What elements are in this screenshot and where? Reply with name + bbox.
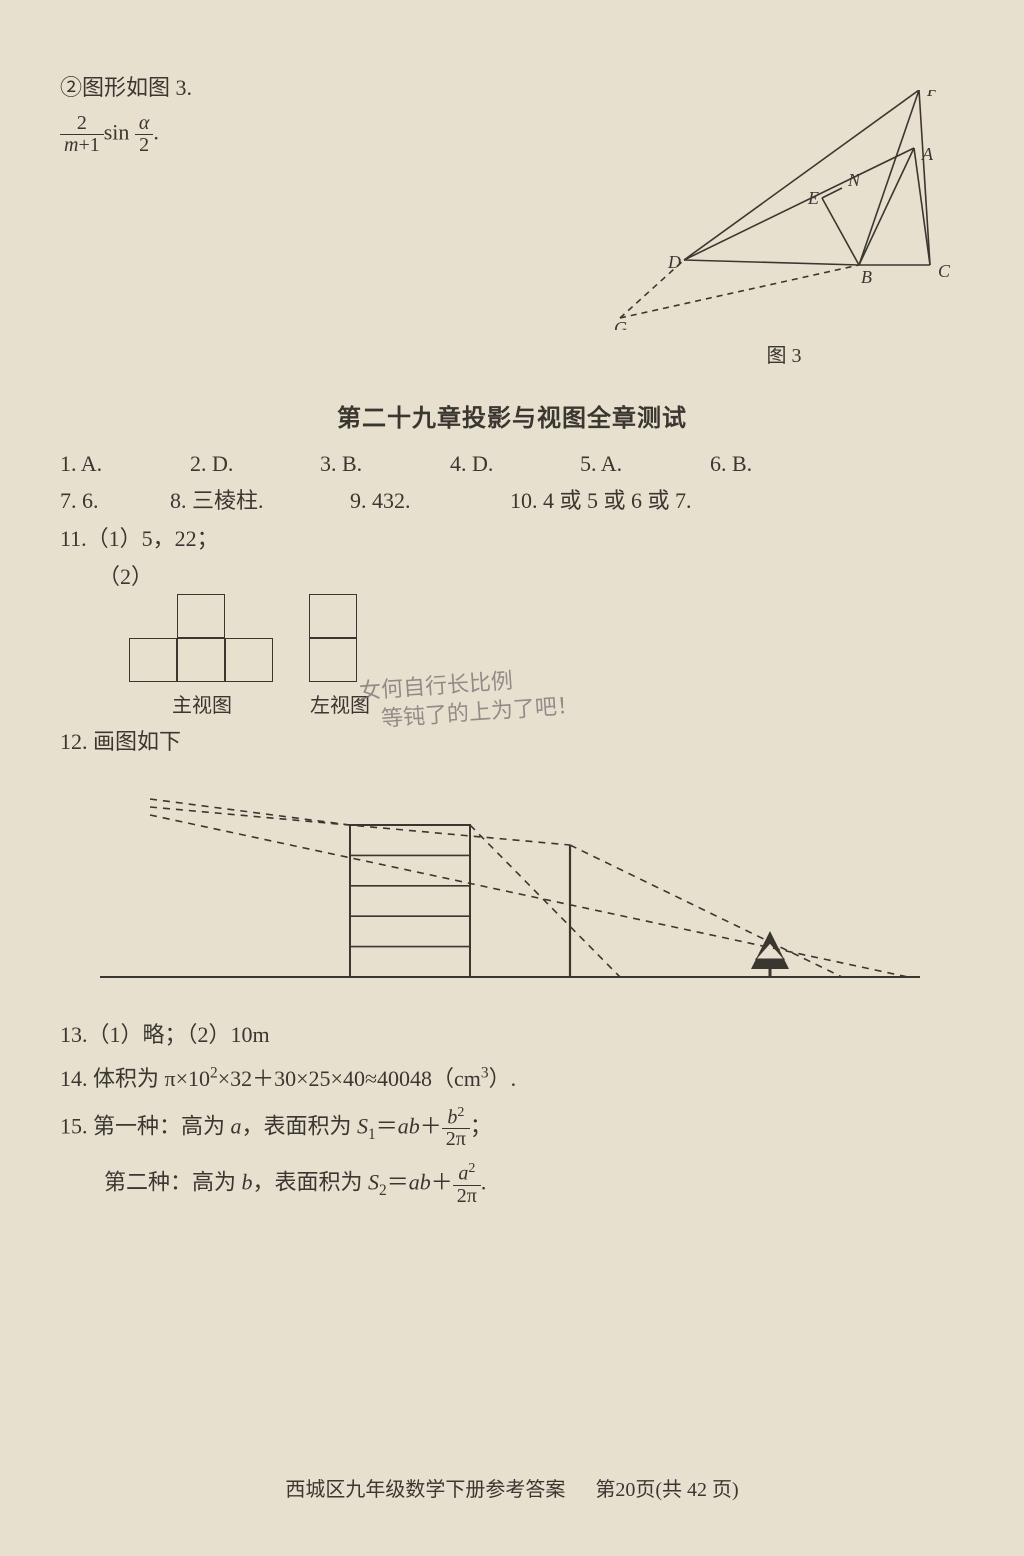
q15-frac2: a22π <box>453 1162 481 1207</box>
q15-plus2: ＋ <box>431 1170 453 1195</box>
sin-text: sin <box>104 120 130 145</box>
grid-cell <box>177 638 225 682</box>
q15-l2-b: b <box>242 1170 253 1195</box>
shadow-diagram <box>100 777 920 1007</box>
q14-sq2: 3 <box>481 1064 489 1081</box>
answer-item: 9. 432. <box>350 488 510 514</box>
answers-row-1: 1. A.2. D.3. B.4. D.5. A.6. B. <box>60 451 964 477</box>
grid-cell <box>129 638 177 682</box>
den-two: 2 <box>135 135 154 156</box>
grid-cell <box>225 594 273 638</box>
answer-item: 4. D. <box>450 451 580 477</box>
svg-text:A: A <box>921 144 934 164</box>
q15-l2-mid: ，表面积为 <box>253 1170 369 1195</box>
plus-one: +1 <box>78 134 99 156</box>
frac-den: m+1 <box>60 135 104 156</box>
answer-item: 5. A. <box>580 451 710 477</box>
q15-a: a <box>231 1113 242 1138</box>
svg-text:B: B <box>861 267 872 287</box>
q15-plus1: ＋ <box>420 1113 442 1138</box>
answer-item: 8. 三棱柱. <box>170 483 350 515</box>
shadow-diagram-svg <box>100 777 920 1007</box>
answer-item: 6. B. <box>710 451 840 477</box>
q15-frac2-num: a2 <box>453 1162 481 1186</box>
q15-b-sq: 2 <box>457 1105 464 1120</box>
q11-part2-label: （2） <box>60 559 130 591</box>
q15-b1: b <box>447 1106 457 1128</box>
svg-text:C: C <box>938 261 951 281</box>
q15-l1-mid: ，表面积为 <box>242 1113 358 1138</box>
q15-ab2: ab <box>409 1170 431 1195</box>
q15-line2: 第二种：高为 b，表面积为 S2＝ab＋a22π. <box>104 1162 964 1207</box>
front-view-label: 主视图 <box>130 689 274 718</box>
q14-sq1: 2 <box>210 1064 218 1081</box>
grid-cell <box>309 594 357 638</box>
q15-line1: 15. 第一种：高为 a，表面积为 S1＝ab＋b22π； <box>60 1106 964 1151</box>
q15-S1: S <box>357 1113 368 1138</box>
grid-cell <box>309 638 357 682</box>
figure-3-caption: 图 3 <box>614 339 954 368</box>
answer-item: 2. D. <box>190 451 320 477</box>
svg-text:N: N <box>847 170 861 190</box>
alpha: α <box>135 113 154 135</box>
q12-line: 12. 画图如下 <box>60 724 964 759</box>
svg-text:F: F <box>926 90 939 100</box>
q15-semi: ； <box>470 1113 492 1138</box>
q15-a2: a <box>458 1163 468 1185</box>
q15-sub1: 1 <box>368 1126 376 1143</box>
q14-prefix: 14. 体积为 π×10 <box>60 1066 210 1091</box>
page-footer: 西城区九年级数学下册参考答案 第20页(共 42 页) <box>0 1473 1024 1502</box>
q15-frac2-den: 2π <box>453 1186 481 1207</box>
q15-l2-prefix: 第二种：高为 <box>104 1170 242 1195</box>
q15-eq1: ＝ <box>376 1113 398 1138</box>
svg-text:G: G <box>614 318 627 330</box>
q14-line: 14. 体积为 π×102×32＋30×25×40≈40048（cm3）. <box>60 1061 964 1096</box>
q15-S2: S <box>368 1170 379 1195</box>
grid-cell <box>177 594 225 638</box>
q15-a-sq: 2 <box>468 1161 475 1176</box>
q15-eq2: ＝ <box>387 1170 409 1195</box>
formula-period: . <box>153 120 159 145</box>
frac-2-over-m-plus-1: 2 m+1 <box>60 113 104 156</box>
grid-cell <box>225 638 273 682</box>
front-view-block: 主视图 <box>130 595 274 718</box>
q13-line: 13.（1）略；（2）10m <box>60 1017 964 1052</box>
svg-text:E: E <box>807 188 819 208</box>
front-view-grid <box>130 595 274 683</box>
q15-sub2: 2 <box>379 1182 387 1199</box>
q15-ab1: ab <box>398 1113 420 1138</box>
section-title: 第二十九章投影与视图全章测试 <box>60 398 964 433</box>
q15-frac1-num: b2 <box>442 1106 470 1130</box>
var-m: m <box>64 134 78 156</box>
q15-frac1-den: 2π <box>442 1129 470 1150</box>
q15-l1-prefix: 15. 第一种：高为 <box>60 1113 231 1138</box>
figure-3-svg: F A N E D B C G <box>614 90 954 330</box>
q14-suffix: ）. <box>489 1066 517 1091</box>
frac-alpha-over-2: α 2 <box>135 113 154 156</box>
answer-item: 10. 4 或 5 或 6 或 7. <box>510 483 810 515</box>
footer-left: 西城区九年级数学下册参考答案 <box>285 1479 565 1501</box>
answer-item: 1. A. <box>60 451 190 477</box>
answers-row-2: 7. 6.8. 三棱柱.9. 432.10. 4 或 5 或 6 或 7. <box>60 483 964 515</box>
frac-num: 2 <box>60 113 104 135</box>
q11-part1: 11.（1）5，22； <box>60 521 964 553</box>
q15-period: . <box>481 1170 487 1195</box>
svg-text:D: D <box>667 252 681 272</box>
grid-cell <box>129 594 177 638</box>
answer-item: 3. B. <box>320 451 450 477</box>
answer-item: 7. 6. <box>60 488 170 514</box>
q15-frac1: b22π <box>442 1106 470 1151</box>
footer-right: 第20页(共 42 页) <box>595 1479 738 1501</box>
figure-3: F A N E D B C G 图 3 <box>614 90 954 368</box>
left-view-grid <box>310 595 370 683</box>
q14-mid: ×32＋30×25×40≈40048（cm <box>218 1066 481 1091</box>
